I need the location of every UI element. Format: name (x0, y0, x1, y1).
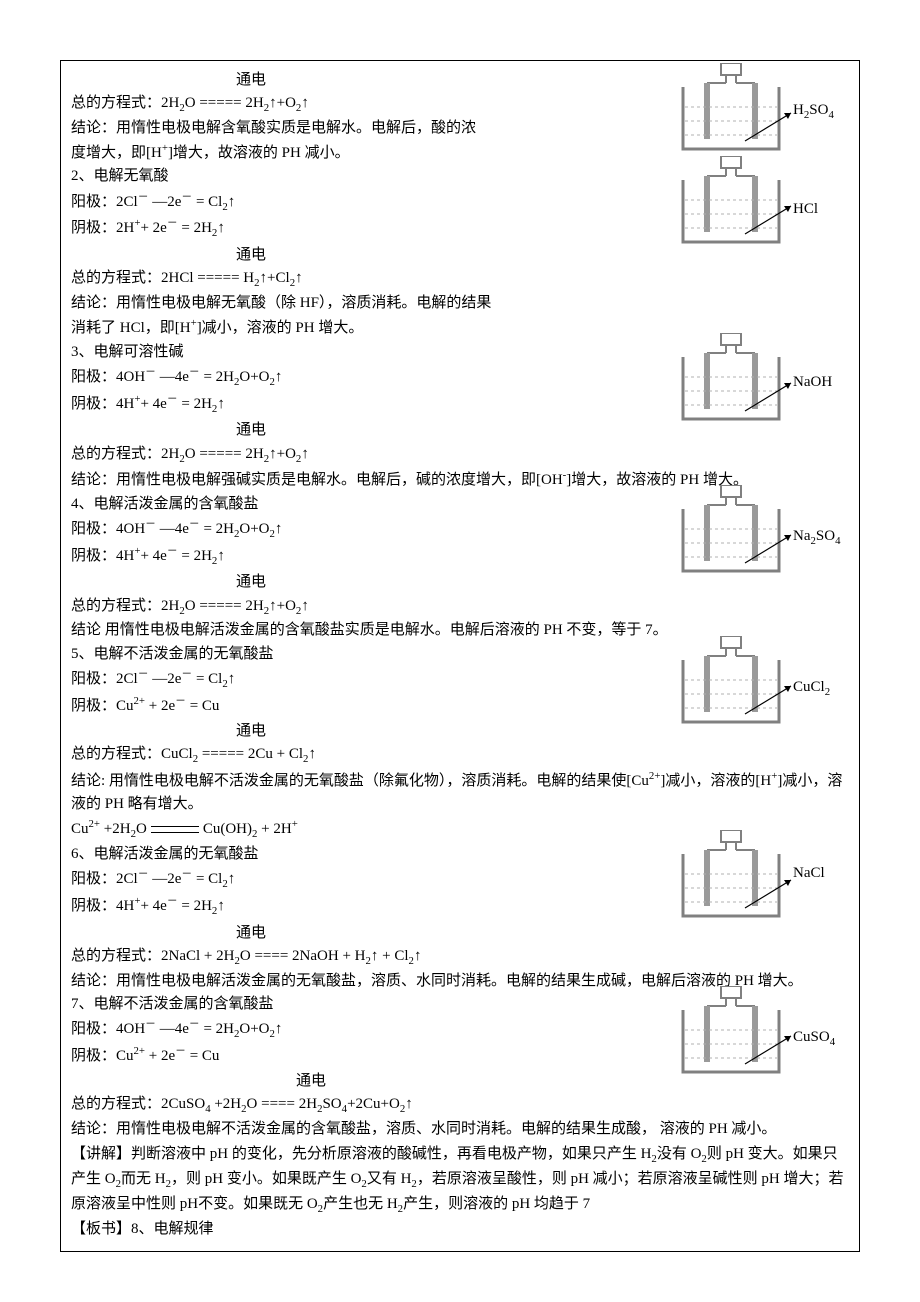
electrolysis-cell-icon: H2SO4 (675, 63, 845, 153)
overall-equation: 总的方程式：CuCl2 ===== 2Cu + Cl2↑ (71, 743, 849, 768)
electrolysis-cell-icon: Na2SO4 (675, 485, 845, 575)
overall-equation: 总的方程式：2HCl ===== H2↑+Cl2↑ (71, 267, 849, 292)
electrolysis-cell-icon: CuSO4 (675, 986, 845, 1076)
condition-label: 通电 (71, 244, 849, 267)
equilibrium-arrow-icon (151, 823, 199, 837)
conclusion: 结论：用惰性电极电解不活泼金属的含氧酸盐，溶质、水同时消耗。电解的结果生成酸， … (71, 1118, 849, 1141)
cell-svg (675, 156, 845, 246)
explanation: 【讲解】判断溶液中 pH 的变化，先分析原溶液的酸碱性，再看电极产物，如果只产生… (71, 1143, 849, 1217)
cell-label: CuSO4 (793, 1026, 835, 1051)
cell-label: HCl (793, 198, 818, 221)
overall-equation: 总的方程式：2H2O ===== 2H2↑+O2↑ (71, 595, 849, 620)
electrolysis-cell-icon: CuCl2 (675, 636, 845, 726)
condition-label: 通电 (71, 922, 849, 945)
electrolysis-cell-icon: NaOH (675, 333, 845, 423)
electrolysis-cell-icon: HCl (675, 156, 845, 246)
overall-equation: 总的方程式：2CuSO4 +2H2O ==== 2H2SO4+2Cu+O2↑ (71, 1093, 849, 1118)
overall-equation: 总的方程式：2H2O ===== 2H2↑+O2↑ (71, 443, 849, 468)
document-content: H2SO4 通电 总的方程式：2H2O ===== 2H2↑+O2↑ 结论：用惰… (60, 60, 860, 1252)
electrolysis-cell-icon: NaCl (675, 830, 845, 920)
blackboard-note: 【板书】8、电解规律 (71, 1218, 849, 1241)
conclusion: 结论: 用惰性电极电解不活泼金属的无氧酸盐（除氟化物），溶质消耗。电解的结果使[… (71, 768, 849, 817)
cell-label: NaCl (793, 862, 825, 885)
cell-label: CuCl2 (793, 676, 830, 701)
overall-equation: 总的方程式：2NaCl + 2H2O ==== 2NaOH + H2↑ + Cl… (71, 945, 849, 970)
cell-label: H2SO4 (793, 99, 834, 124)
section-7: CuSO4 通电 总的方程式：2CuSO4 +2H2O ==== 2H2SO4+… (71, 1070, 849, 1141)
cell-label: Na2SO4 (793, 525, 841, 550)
cell-label: NaOH (793, 371, 832, 394)
